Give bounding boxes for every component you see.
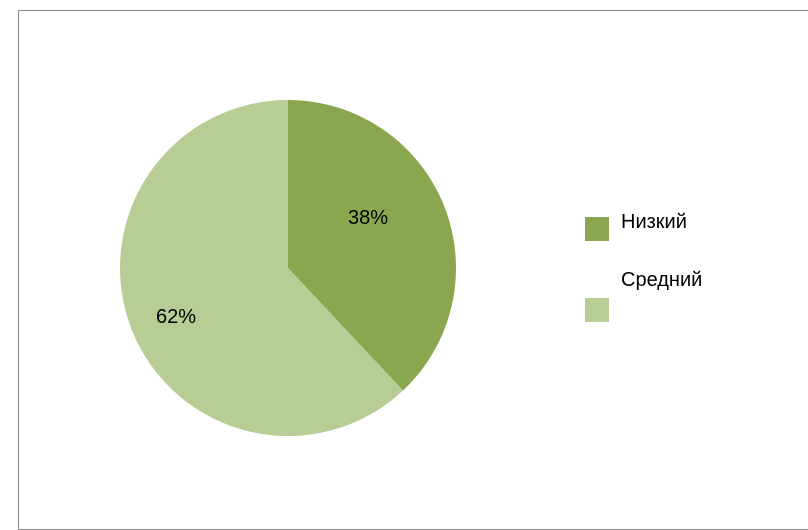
pie-slice-sredniy	[120, 100, 404, 436]
pie-chart: 38% 62%	[120, 100, 457, 436]
legend-label-nizkiy: Низкий	[621, 211, 687, 233]
slice-label-sredniy: 62%	[156, 306, 196, 328]
legend-label-sredniy: Средний	[621, 269, 703, 291]
legend-swatch-sredniy	[585, 298, 609, 322]
slice-label-nizkiy: 38%	[348, 207, 388, 229]
pie-slice-nizkiy	[288, 100, 457, 391]
legend-swatch-nizkiy	[585, 217, 609, 241]
